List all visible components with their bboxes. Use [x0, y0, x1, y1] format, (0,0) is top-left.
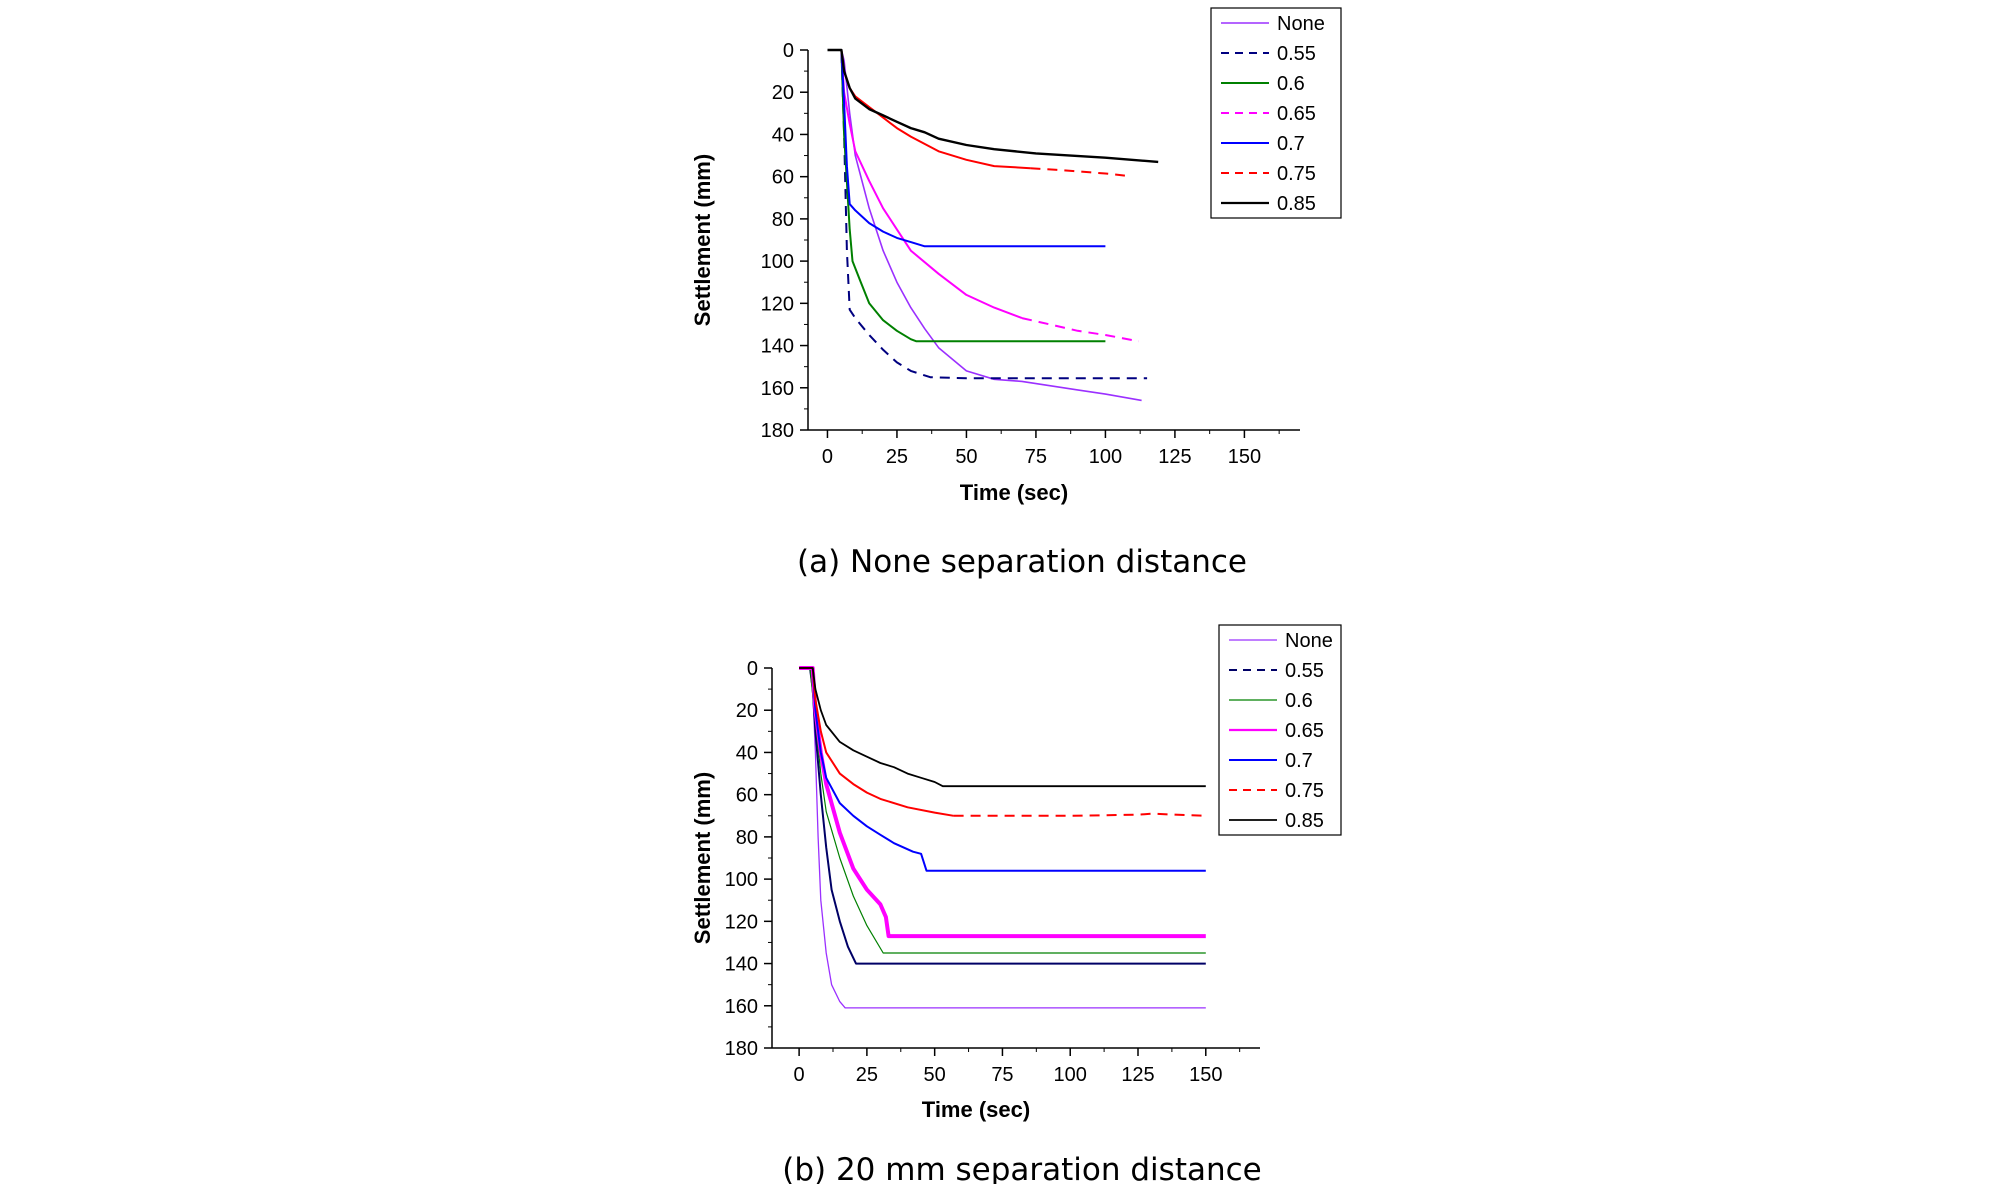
y-tick-label: 80	[736, 827, 758, 849]
legend: None 0.55 0.6 0.65 0.7 0.75 0.85	[1210, 7, 1342, 219]
series-line-0_55	[827, 49, 1148, 380]
y-axis-title: Settlement (mm)	[690, 772, 715, 944]
y-tick-label: 60	[772, 167, 794, 189]
legend-label: 0.7	[1285, 750, 1313, 772]
y-tick-label: 40	[736, 742, 758, 764]
series-line-0_55	[799, 667, 1206, 965]
y-tick-label: 80	[772, 209, 794, 231]
x-tick-label: 125	[1158, 446, 1191, 468]
x-tick-label: 50	[924, 1064, 946, 1086]
legend-label: 0.75	[1285, 780, 1324, 802]
x-tick-label: 50	[955, 446, 977, 468]
y-axis-title: Settlement (mm)	[690, 154, 715, 326]
figure-caption: (a) None separation distance	[797, 544, 1247, 580]
series-line-0_75-dashed	[1030, 167, 1126, 177]
y-tick-label: 140	[725, 954, 758, 976]
y-tick-label: 180	[725, 1038, 758, 1060]
series-line-0_85	[799, 667, 1206, 788]
series-line-0_7	[799, 667, 1206, 872]
x-tick-label: 25	[886, 446, 908, 468]
legend: None 0.55 0.6 0.65 0.7 0.75 0.85	[1218, 624, 1342, 836]
y-tick-label: 180	[761, 420, 794, 442]
y-tick-label: 100	[761, 251, 794, 273]
legend-label: 0.7	[1277, 133, 1305, 155]
x-axis-title: Time (sec)	[960, 480, 1068, 505]
x-tick-label: 25	[856, 1064, 878, 1086]
figure-caption: (b) 20 mm separation distance	[782, 1152, 1262, 1184]
y-tick-label: 100	[725, 869, 758, 891]
y-tick-label: 120	[725, 911, 758, 933]
x-tick-label: 100	[1054, 1064, 1087, 1086]
x-tick-label: 150	[1228, 446, 1261, 468]
y-tick-label: 0	[783, 40, 794, 62]
series-line-0_65	[799, 666, 1206, 939]
legend-label: None	[1277, 13, 1325, 35]
y-tick-label: 120	[761, 293, 794, 315]
series-line-0_75-dashed	[953, 812, 1206, 817]
legend-label: 0.85	[1285, 810, 1324, 832]
legend-label: 0.55	[1285, 660, 1324, 682]
y-tick-label: 160	[725, 996, 758, 1018]
y-tick-label: 160	[761, 378, 794, 400]
x-axis-title: Time (sec)	[922, 1097, 1030, 1122]
series-line-0_6	[827, 49, 1106, 343]
y-tick-label: 140	[761, 336, 794, 358]
series-line-None	[827, 49, 1142, 402]
x-tick-label: 150	[1189, 1064, 1222, 1086]
legend-label: 0.65	[1285, 720, 1324, 742]
y-tick-label: 40	[772, 124, 794, 146]
series-line-0_75	[799, 667, 954, 817]
legend-label: 0.55	[1277, 43, 1316, 65]
legend-label: 0.6	[1277, 73, 1305, 95]
x-tick-label: 125	[1121, 1064, 1154, 1086]
series-line-0_6	[799, 667, 1206, 954]
chart-b-20mm-separation: 0 20 40 60 80 100 120 140 160 180 0 25 50 75 100 125 150…	[690, 624, 1342, 1184]
legend-label: 0.75	[1277, 163, 1316, 185]
series-line-None	[799, 667, 1206, 1009]
legend-label: None	[1285, 630, 1333, 652]
series-line-0_7	[827, 49, 1106, 248]
legend-label: 0.6	[1285, 690, 1313, 712]
chart-a-none-separation: 0 20 40 60 80 100 120 140 160 180 0 25 50 75 100 125 150…	[690, 7, 1342, 580]
x-tick-label: 100	[1089, 446, 1122, 468]
x-tick-label: 75	[991, 1064, 1013, 1086]
series-line-0_65-dashed	[1021, 317, 1139, 343]
x-tick-label: 75	[1025, 446, 1047, 468]
y-tick-label: 20	[736, 700, 758, 722]
legend-label: 0.85	[1277, 193, 1316, 215]
legend-label: 0.65	[1277, 103, 1316, 125]
y-tick-label: 20	[772, 82, 794, 104]
y-tick-label: 60	[736, 785, 758, 807]
y-tick-label: 0	[747, 658, 758, 680]
x-tick-label: 0	[794, 1064, 805, 1086]
x-tick-label: 0	[822, 446, 833, 468]
legend-box	[1210, 7, 1342, 219]
series-line-0_65	[827, 49, 1023, 320]
series-line-0_85	[827, 48, 1159, 164]
